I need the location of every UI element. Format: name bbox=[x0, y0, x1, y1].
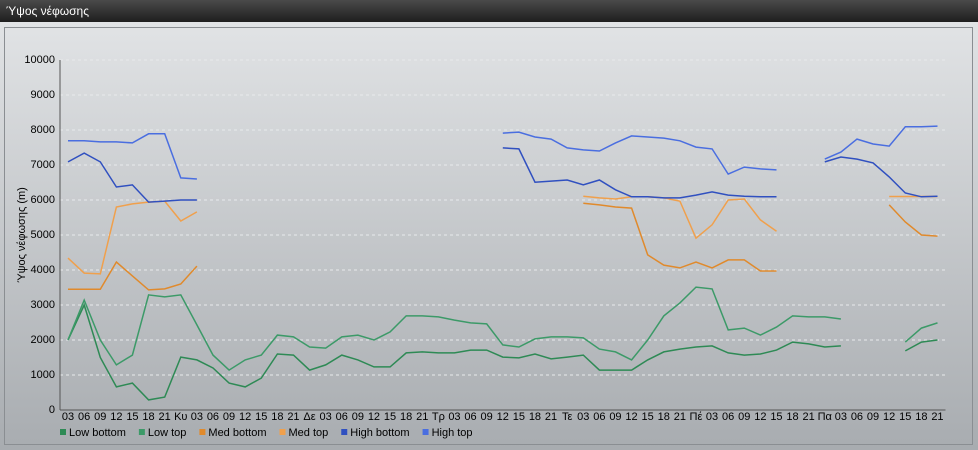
x-tick-label: 12 bbox=[754, 411, 766, 423]
x-tick-label: 15 bbox=[642, 411, 654, 423]
x-tick-label: 06 bbox=[464, 411, 476, 423]
x-tick-label: 15 bbox=[770, 411, 782, 423]
x-tick-label: 09 bbox=[481, 411, 493, 423]
x-tick-label: 03 bbox=[62, 411, 74, 423]
x-tick-label: 15 bbox=[384, 411, 396, 423]
x-tick-label: 06 bbox=[207, 411, 219, 423]
x-tick-label: 15 bbox=[255, 411, 267, 423]
x-tick-label: 09 bbox=[609, 411, 621, 423]
x-tick-label: 09 bbox=[223, 411, 235, 423]
y-tick-label: 0 bbox=[49, 404, 55, 416]
x-tick-label: 06 bbox=[336, 411, 348, 423]
series-line bbox=[67, 147, 938, 203]
y-tick-label: 4000 bbox=[31, 264, 55, 276]
x-tick-label: 21 bbox=[159, 411, 171, 423]
x-tick-label: 21 bbox=[931, 411, 943, 423]
x-tick-label: 06 bbox=[722, 411, 734, 423]
chart-title: Ύψος νέφωσης bbox=[6, 4, 89, 18]
legend-label: Low top bbox=[148, 427, 187, 439]
x-tick-label: 18 bbox=[915, 411, 927, 423]
legend-swatch bbox=[341, 429, 348, 435]
x-tick-label: 12 bbox=[368, 411, 380, 423]
x-tick-label: 21 bbox=[545, 411, 557, 423]
x-tick-label: 03 bbox=[191, 411, 203, 423]
x-tick-label: 18 bbox=[142, 411, 154, 423]
x-tick-label: 15 bbox=[513, 411, 525, 423]
x-tick-label: 18 bbox=[271, 411, 283, 423]
x-tick-label: 06 bbox=[78, 411, 90, 423]
legend-swatch bbox=[199, 429, 206, 435]
legend-label: Med top bbox=[289, 427, 329, 439]
series-line bbox=[67, 286, 938, 372]
y-tick-label: 10000 bbox=[24, 54, 55, 66]
legend-label: High bottom bbox=[350, 427, 409, 439]
frame bbox=[4, 27, 973, 445]
x-tick-label: 18 bbox=[786, 411, 798, 423]
x-tick-label: 15 bbox=[126, 411, 138, 423]
x-tick-label: Τρ bbox=[432, 411, 445, 423]
x-tick-label: Πέ bbox=[690, 411, 703, 423]
x-tick-label: 18 bbox=[400, 411, 412, 423]
y-tick-label: 9000 bbox=[31, 89, 55, 101]
y-axis-label: Ύψος νέφωσης (m) bbox=[16, 187, 28, 283]
x-tick-label: 03 bbox=[448, 411, 460, 423]
y-tick-label: 1000 bbox=[31, 369, 55, 381]
legend-swatch bbox=[60, 429, 66, 435]
x-tick-label: 03 bbox=[706, 411, 718, 423]
series-line bbox=[67, 302, 938, 401]
y-tick-label: 3000 bbox=[31, 299, 55, 311]
x-tick-label: 09 bbox=[867, 411, 879, 423]
y-tick-label: 7000 bbox=[31, 159, 55, 171]
x-tick-label: 21 bbox=[803, 411, 815, 423]
legend-label: Med bottom bbox=[208, 427, 266, 439]
y-tick-label: 5000 bbox=[31, 229, 55, 241]
x-tick-label: 12 bbox=[883, 411, 895, 423]
legend-swatch bbox=[422, 429, 429, 435]
x-tick-label: 18 bbox=[658, 411, 670, 423]
x-tick-label: Δε bbox=[303, 411, 315, 423]
x-tick-label: 18 bbox=[529, 411, 541, 423]
y-tick-label: 2000 bbox=[31, 334, 55, 346]
x-tick-label: 12 bbox=[110, 411, 122, 423]
x-tick-label: 09 bbox=[738, 411, 750, 423]
series-line bbox=[68, 125, 938, 180]
x-tick-label: 03 bbox=[577, 411, 589, 423]
x-tick-label: 09 bbox=[352, 411, 364, 423]
x-tick-label: 12 bbox=[625, 411, 637, 423]
legend-label: High top bbox=[432, 427, 473, 439]
x-tick-label: 21 bbox=[674, 411, 686, 423]
x-tick-label: 03 bbox=[835, 411, 847, 423]
y-tick-label: 8000 bbox=[31, 124, 55, 136]
x-tick-label: 09 bbox=[94, 411, 106, 423]
legend-label: Low bottom bbox=[69, 427, 126, 439]
x-tick-label: 21 bbox=[287, 411, 299, 423]
x-tick-label: 12 bbox=[497, 411, 509, 423]
title-bar bbox=[0, 0, 978, 22]
x-tick-label: 06 bbox=[593, 411, 605, 423]
x-tick-label: Τε bbox=[562, 411, 573, 423]
legend-swatch bbox=[279, 429, 286, 435]
y-tick-label: 6000 bbox=[31, 194, 55, 206]
x-tick-label: Πα bbox=[818, 411, 833, 423]
legend-swatch bbox=[138, 429, 145, 435]
x-tick-label: Κυ bbox=[174, 411, 187, 423]
x-tick-label: 15 bbox=[899, 411, 911, 423]
series-line bbox=[68, 202, 938, 291]
x-tick-label: 06 bbox=[851, 411, 863, 423]
x-tick-label: 03 bbox=[320, 411, 332, 423]
x-tick-label: 12 bbox=[239, 411, 251, 423]
x-tick-label: 21 bbox=[416, 411, 428, 423]
